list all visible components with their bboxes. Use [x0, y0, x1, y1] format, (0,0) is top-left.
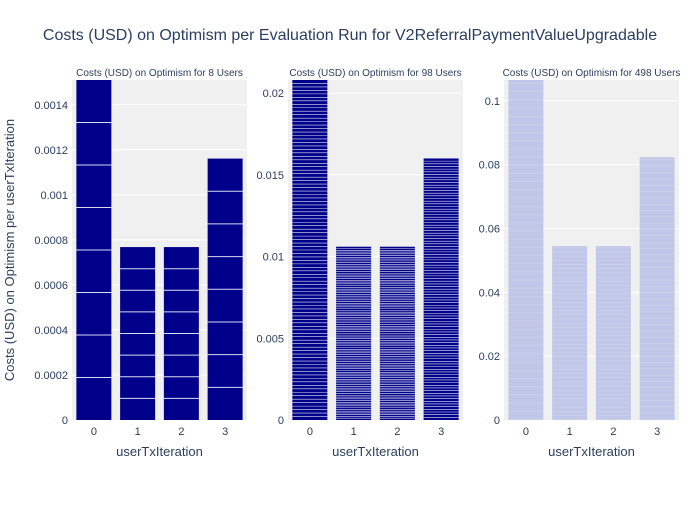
bar-segments-0-3: [207, 190, 243, 388]
x-axis-title-0: userTxIteration: [116, 444, 203, 459]
x-tick-label-2-1: 1: [567, 426, 573, 438]
bar-2-0: [508, 80, 544, 420]
bar-segments-1-2: [379, 248, 415, 419]
chart-title: Costs (USD) on Optimism per Evaluation R…: [43, 27, 657, 44]
y-tick-label-1-0: 0: [278, 415, 284, 427]
bar-segments-2-2: [595, 247, 631, 420]
bar-segments-0-0: [76, 122, 112, 378]
bar-2-3: [639, 157, 675, 420]
bar-segments-2-1: [552, 247, 588, 420]
subplot-title-2: Costs (USD) on Optimism for 498 Users: [503, 68, 681, 79]
y-tick-label-2-5: 0.1: [485, 96, 500, 108]
y-axis-title: Costs (USD) on Optimism per userTxIterat…: [2, 119, 17, 381]
bar-2-1: [552, 246, 588, 420]
x-tick-label-2-0: 0: [523, 426, 529, 438]
y-tick-label-2-0: 0: [494, 415, 500, 427]
y-tick-label-1-4: 0.02: [263, 88, 284, 100]
y-tick-label-0-0: 0: [62, 415, 68, 427]
x-axis-title-2: userTxIteration: [548, 444, 635, 459]
x-tick-label-0-1: 1: [135, 426, 141, 438]
x-tick-label-1-1: 1: [351, 426, 357, 438]
bar-2-2: [595, 246, 631, 420]
subplot-0: Costs (USD) on Optimism for 8 Users 0 0.00…: [34, 68, 247, 459]
y-tick-label-0-5: 0.001: [40, 190, 68, 202]
y-tick-label-2-4: 0.08: [479, 160, 500, 172]
bar-segments-0-2: [163, 268, 199, 399]
y-tick-label-0-7: 0.0014: [34, 100, 68, 112]
x-tick-label-2-3: 3: [654, 426, 660, 438]
x-tick-label-2-2: 2: [610, 426, 616, 438]
x-tick-label-1-0: 0: [307, 426, 313, 438]
y-tick-label-0-1: 0.0002: [34, 370, 68, 382]
bar-segments-2-3: [639, 159, 675, 420]
bar-segments-1-3: [423, 160, 459, 418]
y-tick-label-1-2: 0.01: [263, 252, 284, 264]
subplot-title-0: Costs (USD) on Optimism for 8 Users: [76, 68, 243, 79]
x-tick-label-0-0: 0: [91, 426, 97, 438]
y-tick-label-1-3: 0.015: [256, 170, 284, 182]
subplots: Costs (USD) on Optimism for 8 Users 0 0.00…: [34, 68, 680, 459]
bar-segments-2-0: [508, 83, 544, 420]
x-tick-label-1-2: 2: [394, 426, 400, 438]
x-tick-label-1-3: 3: [438, 426, 444, 438]
y-tick-label-0-2: 0.0004: [34, 325, 68, 337]
subplot-1: Costs (USD) on Optimism for 98 Users 0 0.0…: [256, 68, 463, 459]
x-axis-title-1: userTxIteration: [332, 444, 419, 459]
y-tick-label-2-2: 0.04: [479, 287, 500, 299]
subplot-2: Costs (USD) on Optimism for 498 Users 0 0.…: [479, 68, 681, 459]
bar-segments-1-0: [292, 83, 328, 417]
y-tick-label-2-3: 0.06: [479, 223, 500, 235]
y-tick-label-1-1: 0.005: [256, 333, 284, 345]
x-tick-label-0-3: 3: [222, 426, 228, 438]
y-tick-label-2-1: 0.02: [479, 351, 500, 363]
bar-segments-1-1: [336, 248, 372, 419]
y-tick-label-0-6: 0.0012: [34, 145, 68, 157]
bar-segments-0-1: [120, 268, 156, 399]
subplot-title-1: Costs (USD) on Optimism for 98 Users: [289, 68, 461, 79]
x-tick-label-0-2: 2: [178, 426, 184, 438]
y-tick-label-0-3: 0.0006: [34, 280, 68, 292]
y-tick-label-0-4: 0.0008: [34, 235, 68, 247]
